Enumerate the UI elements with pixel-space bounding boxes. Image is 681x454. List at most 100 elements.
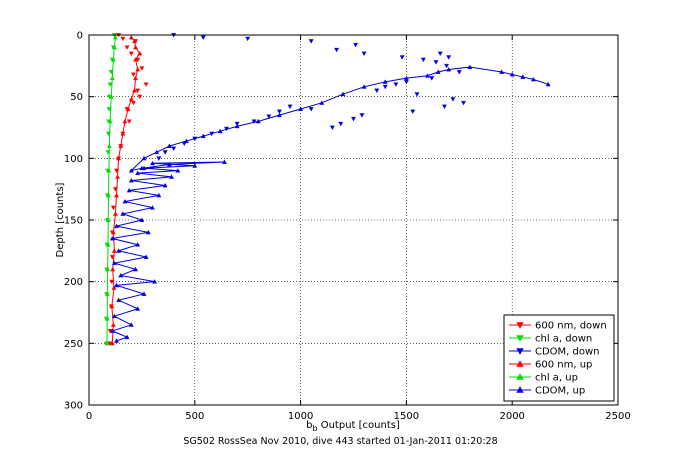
data-point xyxy=(156,192,162,198)
data-point xyxy=(143,254,149,259)
y-tick-label: 0 xyxy=(77,31,83,42)
data-point xyxy=(126,187,132,193)
data-point xyxy=(135,67,141,72)
data-point xyxy=(382,84,388,90)
x-tick-label: 500 xyxy=(185,411,204,422)
legend-label: chl a, up xyxy=(535,373,578,384)
data-point xyxy=(141,291,147,296)
data-point xyxy=(361,51,367,57)
data-point xyxy=(128,178,134,183)
legend-label: CDOM, down xyxy=(535,347,600,358)
data-point xyxy=(130,100,136,106)
y-tick-label: 250 xyxy=(64,339,83,350)
data-point xyxy=(106,192,111,198)
data-point xyxy=(128,168,134,173)
data-point xyxy=(442,104,447,110)
y-tick-label: 50 xyxy=(70,92,83,103)
series-layer xyxy=(103,33,551,346)
data-point xyxy=(359,113,365,118)
data-point xyxy=(329,125,335,131)
x-tick-label: 1000 xyxy=(288,411,313,422)
data-point xyxy=(171,146,177,151)
data-point xyxy=(255,118,261,124)
data-point xyxy=(319,100,325,105)
data-point xyxy=(109,75,115,81)
legend-marker xyxy=(516,360,524,367)
data-point xyxy=(133,75,139,81)
data-point xyxy=(109,303,115,309)
data-point xyxy=(125,106,131,111)
data-point xyxy=(450,97,456,102)
data-point xyxy=(114,338,119,343)
data-point xyxy=(200,35,206,40)
data-point xyxy=(124,334,130,340)
data-point xyxy=(111,44,117,50)
data-point xyxy=(221,159,227,164)
x-tick-label: 1500 xyxy=(394,411,419,422)
data-point xyxy=(276,109,282,114)
data-point xyxy=(308,107,314,112)
data-point xyxy=(114,192,119,198)
data-point xyxy=(109,235,115,241)
data-point xyxy=(107,118,113,124)
data-point xyxy=(425,73,431,78)
data-point xyxy=(128,34,134,40)
data-point xyxy=(116,297,122,303)
data-point xyxy=(156,156,162,161)
legend-marker xyxy=(516,386,524,393)
data-point xyxy=(109,340,115,346)
data-point xyxy=(112,34,118,40)
data-point xyxy=(393,82,399,87)
y-tick-label: 200 xyxy=(64,277,83,288)
grid xyxy=(89,35,618,405)
data-point xyxy=(150,205,155,210)
data-point xyxy=(120,211,126,216)
data-point xyxy=(116,155,122,161)
legend-label: 600 nm, down xyxy=(535,321,607,332)
data-point xyxy=(444,63,450,69)
data-point xyxy=(152,279,158,284)
data-point xyxy=(338,121,344,127)
data-point xyxy=(308,39,314,44)
data-point xyxy=(135,242,141,247)
data-point xyxy=(361,84,367,89)
data-point xyxy=(135,306,141,311)
series-4 xyxy=(104,34,118,346)
data-point xyxy=(382,79,388,84)
data-point xyxy=(467,64,473,69)
data-point xyxy=(192,163,198,168)
data-point xyxy=(111,285,117,290)
data-point xyxy=(446,55,452,60)
legend-marker xyxy=(516,373,524,380)
data-point xyxy=(110,229,116,235)
data-point xyxy=(143,82,149,87)
data-point xyxy=(118,143,124,148)
data-point xyxy=(115,174,121,179)
data-point xyxy=(420,57,426,63)
series-3 xyxy=(109,34,143,346)
data-point xyxy=(132,87,137,93)
data-point xyxy=(520,74,526,79)
data-point xyxy=(162,150,168,155)
data-point xyxy=(108,94,114,99)
data-point xyxy=(116,248,122,253)
legend-marker xyxy=(516,348,524,355)
legend-marker xyxy=(516,335,524,342)
data-point xyxy=(435,69,441,74)
legend-label: 600 nm, up xyxy=(535,360,592,371)
data-point xyxy=(133,266,139,272)
data-point xyxy=(353,42,359,48)
data-point xyxy=(461,100,466,106)
data-point xyxy=(106,168,112,173)
data-point xyxy=(105,242,111,247)
data-point xyxy=(410,109,416,114)
data-point xyxy=(530,76,536,82)
data-point xyxy=(105,217,111,222)
data-point xyxy=(110,322,116,327)
data-point xyxy=(266,114,272,119)
data-point xyxy=(124,45,130,50)
data-point xyxy=(334,47,340,53)
data-point xyxy=(183,138,189,143)
